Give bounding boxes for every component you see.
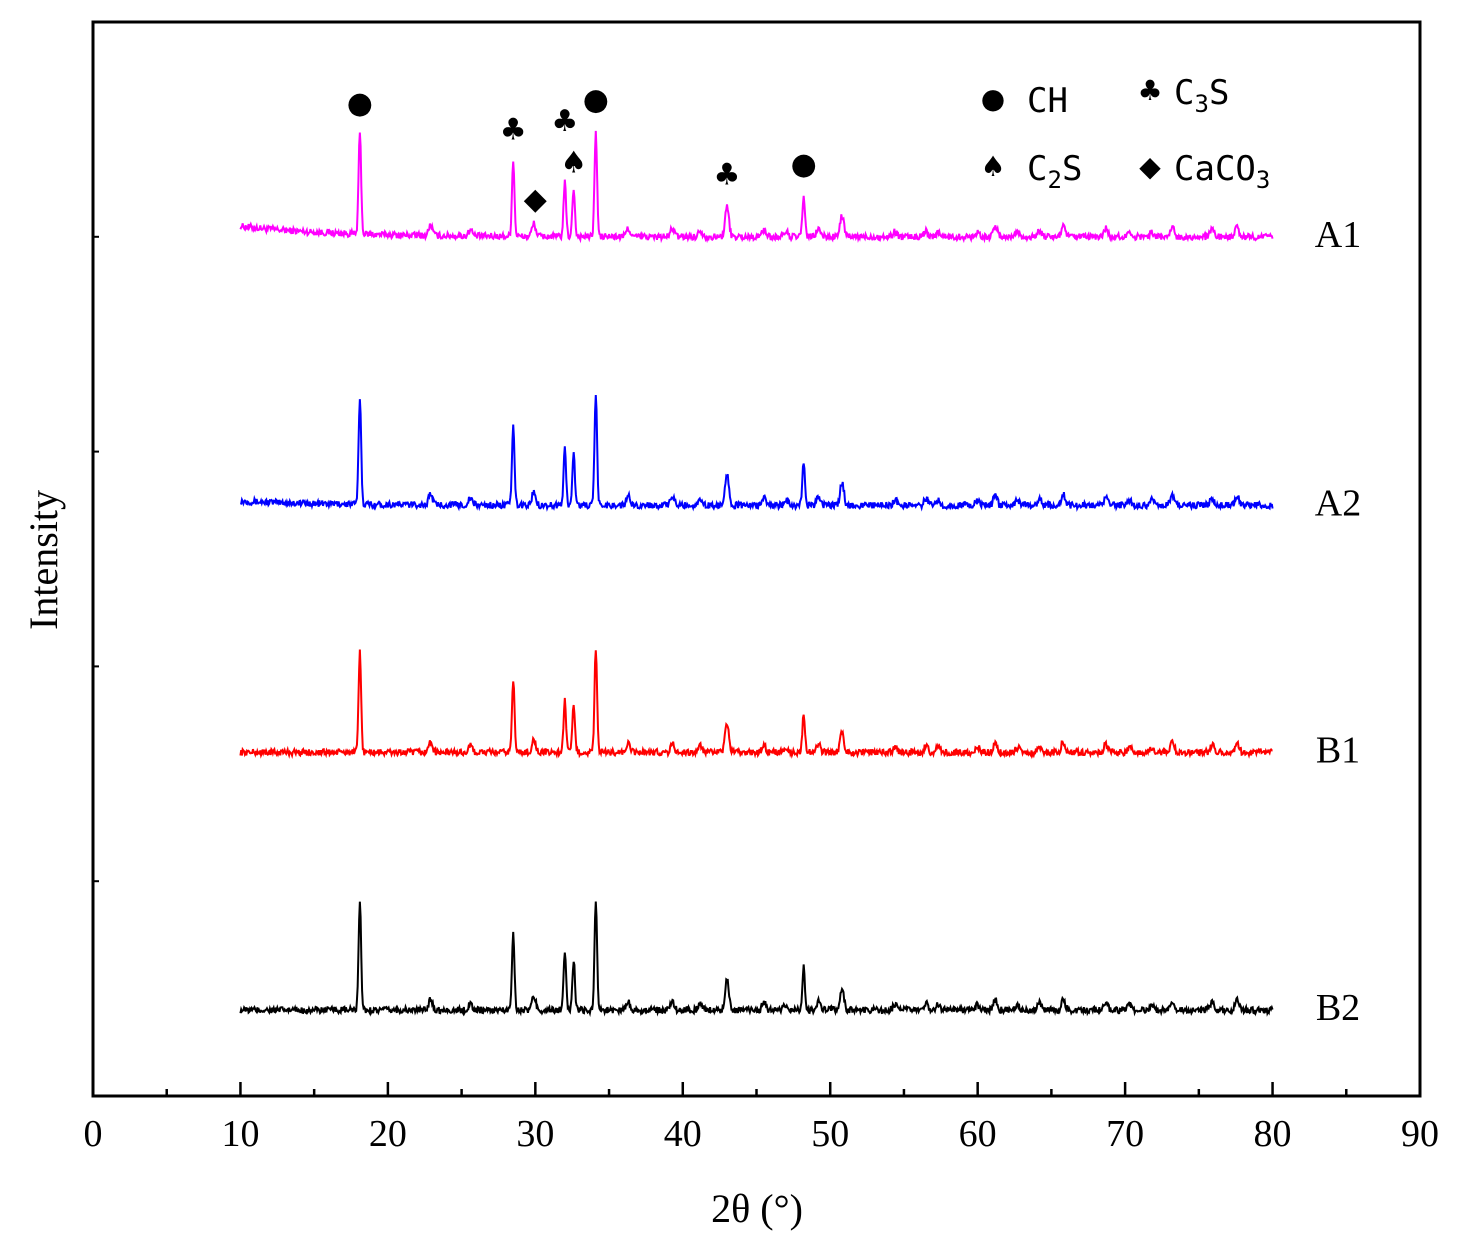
legend-c3s-icon: ♣ [1137, 74, 1162, 107]
y-axis [93, 235, 99, 883]
x-tick-label: 70 [1106, 1113, 1144, 1155]
annotation-caco3-icon: ◆ [524, 182, 547, 217]
annotation-c3s-icon: ♣ [500, 113, 527, 148]
series-line-a1 [239, 130, 1274, 244]
legend-ch-label: CH [1027, 81, 1068, 121]
series-label-a1: A1 [1315, 214, 1361, 256]
legend-caco3-label: CaCO3 [1174, 149, 1270, 194]
annotation-ch-icon: ● [583, 83, 609, 118]
x-axis: 0 10 20 30 40 50 60 70 80 90 [84, 1082, 1439, 1155]
annotation-c3s-icon: ♣ [714, 158, 741, 193]
series-label-b1: B1 [1316, 729, 1360, 771]
legend-c2s-label: C2S [1027, 149, 1082, 194]
annotation-ch-icon: ● [347, 86, 373, 121]
x-tick-label: 30 [516, 1113, 554, 1155]
annotation-ch-icon: ● [791, 147, 817, 182]
legend-c3s-label: C3S [1174, 73, 1229, 118]
plot-lines: A1 A2 B1 B2 [239, 130, 1361, 1029]
x-tick-label: 50 [811, 1113, 849, 1155]
series-line-a2 [239, 395, 1274, 513]
series-label-b2: B2 [1316, 987, 1360, 1029]
series-line-b1 [239, 649, 1273, 760]
annotation-c2s-icon: ♠ [560, 145, 587, 180]
legend-ch-icon: ● [981, 82, 1005, 115]
annotation-c3s-icon: ♣ [551, 104, 578, 139]
series-line-b2 [239, 901, 1274, 1018]
legend-caco3-icon: ◆ [1139, 150, 1161, 183]
legend-c2s-icon: ♠ [980, 150, 1005, 183]
y-axis-label: Intensity [21, 490, 66, 630]
x-tick-label: 0 [84, 1113, 103, 1155]
series-label-a2: A2 [1315, 482, 1361, 524]
x-tick-label: 60 [959, 1113, 997, 1155]
x-tick-label: 80 [1254, 1113, 1292, 1155]
x-tick-label: 90 [1401, 1113, 1439, 1155]
legend: ● CH ♣ C3S ♠ C2S ◆ CaCO3 [980, 73, 1270, 194]
peak-annotations: ●♣◆♣♠●♣ ● [347, 83, 817, 217]
x-tick-label: 40 [664, 1113, 702, 1155]
x-tick-label: 20 [369, 1113, 407, 1155]
x-tick-label: 10 [221, 1113, 259, 1155]
x-axis-label: 2θ (°) [711, 1186, 803, 1231]
